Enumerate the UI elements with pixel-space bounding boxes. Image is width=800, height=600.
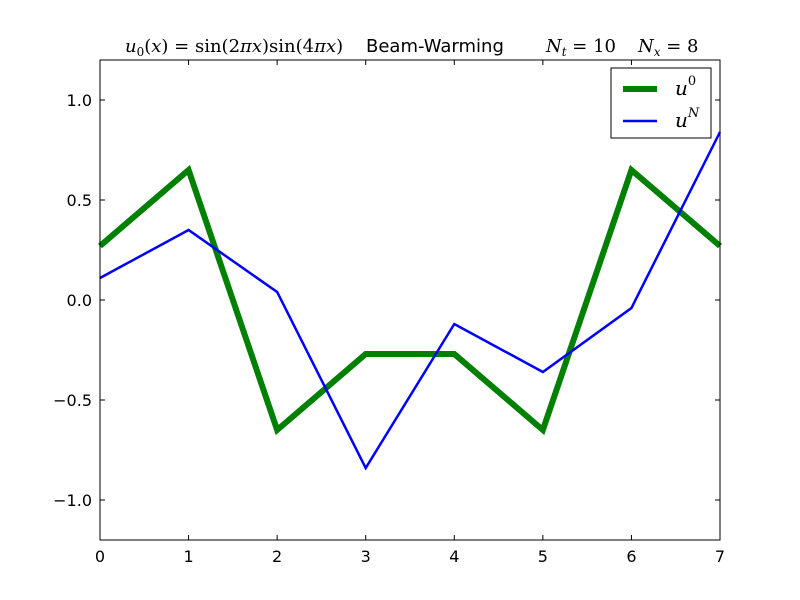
x-tick-label: 7 <box>715 547 725 566</box>
x-tick-label: 4 <box>449 547 459 566</box>
x-tick-label: 2 <box>272 547 282 566</box>
title-formula: u0(x) = sin(2πx)sin(4πx) <box>125 36 343 59</box>
series-line-uN <box>99 131 722 471</box>
x-tick-label: 5 <box>538 547 548 566</box>
legend-label-uN: uN <box>675 106 700 132</box>
series-line-u0 <box>98 164 722 436</box>
x-tick-label: 3 <box>361 547 371 566</box>
title-nx: Nx = 8 <box>637 36 699 59</box>
legend-label-u0: u0 <box>675 74 696 100</box>
axes-frame <box>99 59 721 541</box>
plot-area <box>100 60 720 540</box>
title-nt: Nt = 10 <box>545 36 616 59</box>
y-tick-label: 0.0 <box>67 291 92 310</box>
chart-title: u0(x) = sin(2πx)sin(4πx) Beam-Warming Nt… <box>125 36 699 59</box>
y-tick-label: 1.0 <box>67 91 92 110</box>
x-tick-label: 1 <box>183 547 193 566</box>
y-tick-label: −1.0 <box>53 491 92 510</box>
x-tick-label: 0 <box>95 547 105 566</box>
y-tick-label: −0.5 <box>53 391 92 410</box>
x-tick-label: 6 <box>626 547 636 566</box>
series-layer <box>98 131 722 471</box>
y-tick-label: 0.5 <box>67 191 92 210</box>
title-method: Beam-Warming <box>366 36 504 57</box>
legend: u0 uN <box>610 67 712 139</box>
legend-box <box>610 67 712 139</box>
tick-layer: 0 1 2 3 4 5 6 7 −1.0 −0.5 0.0 0.5 1.0 <box>53 60 725 566</box>
